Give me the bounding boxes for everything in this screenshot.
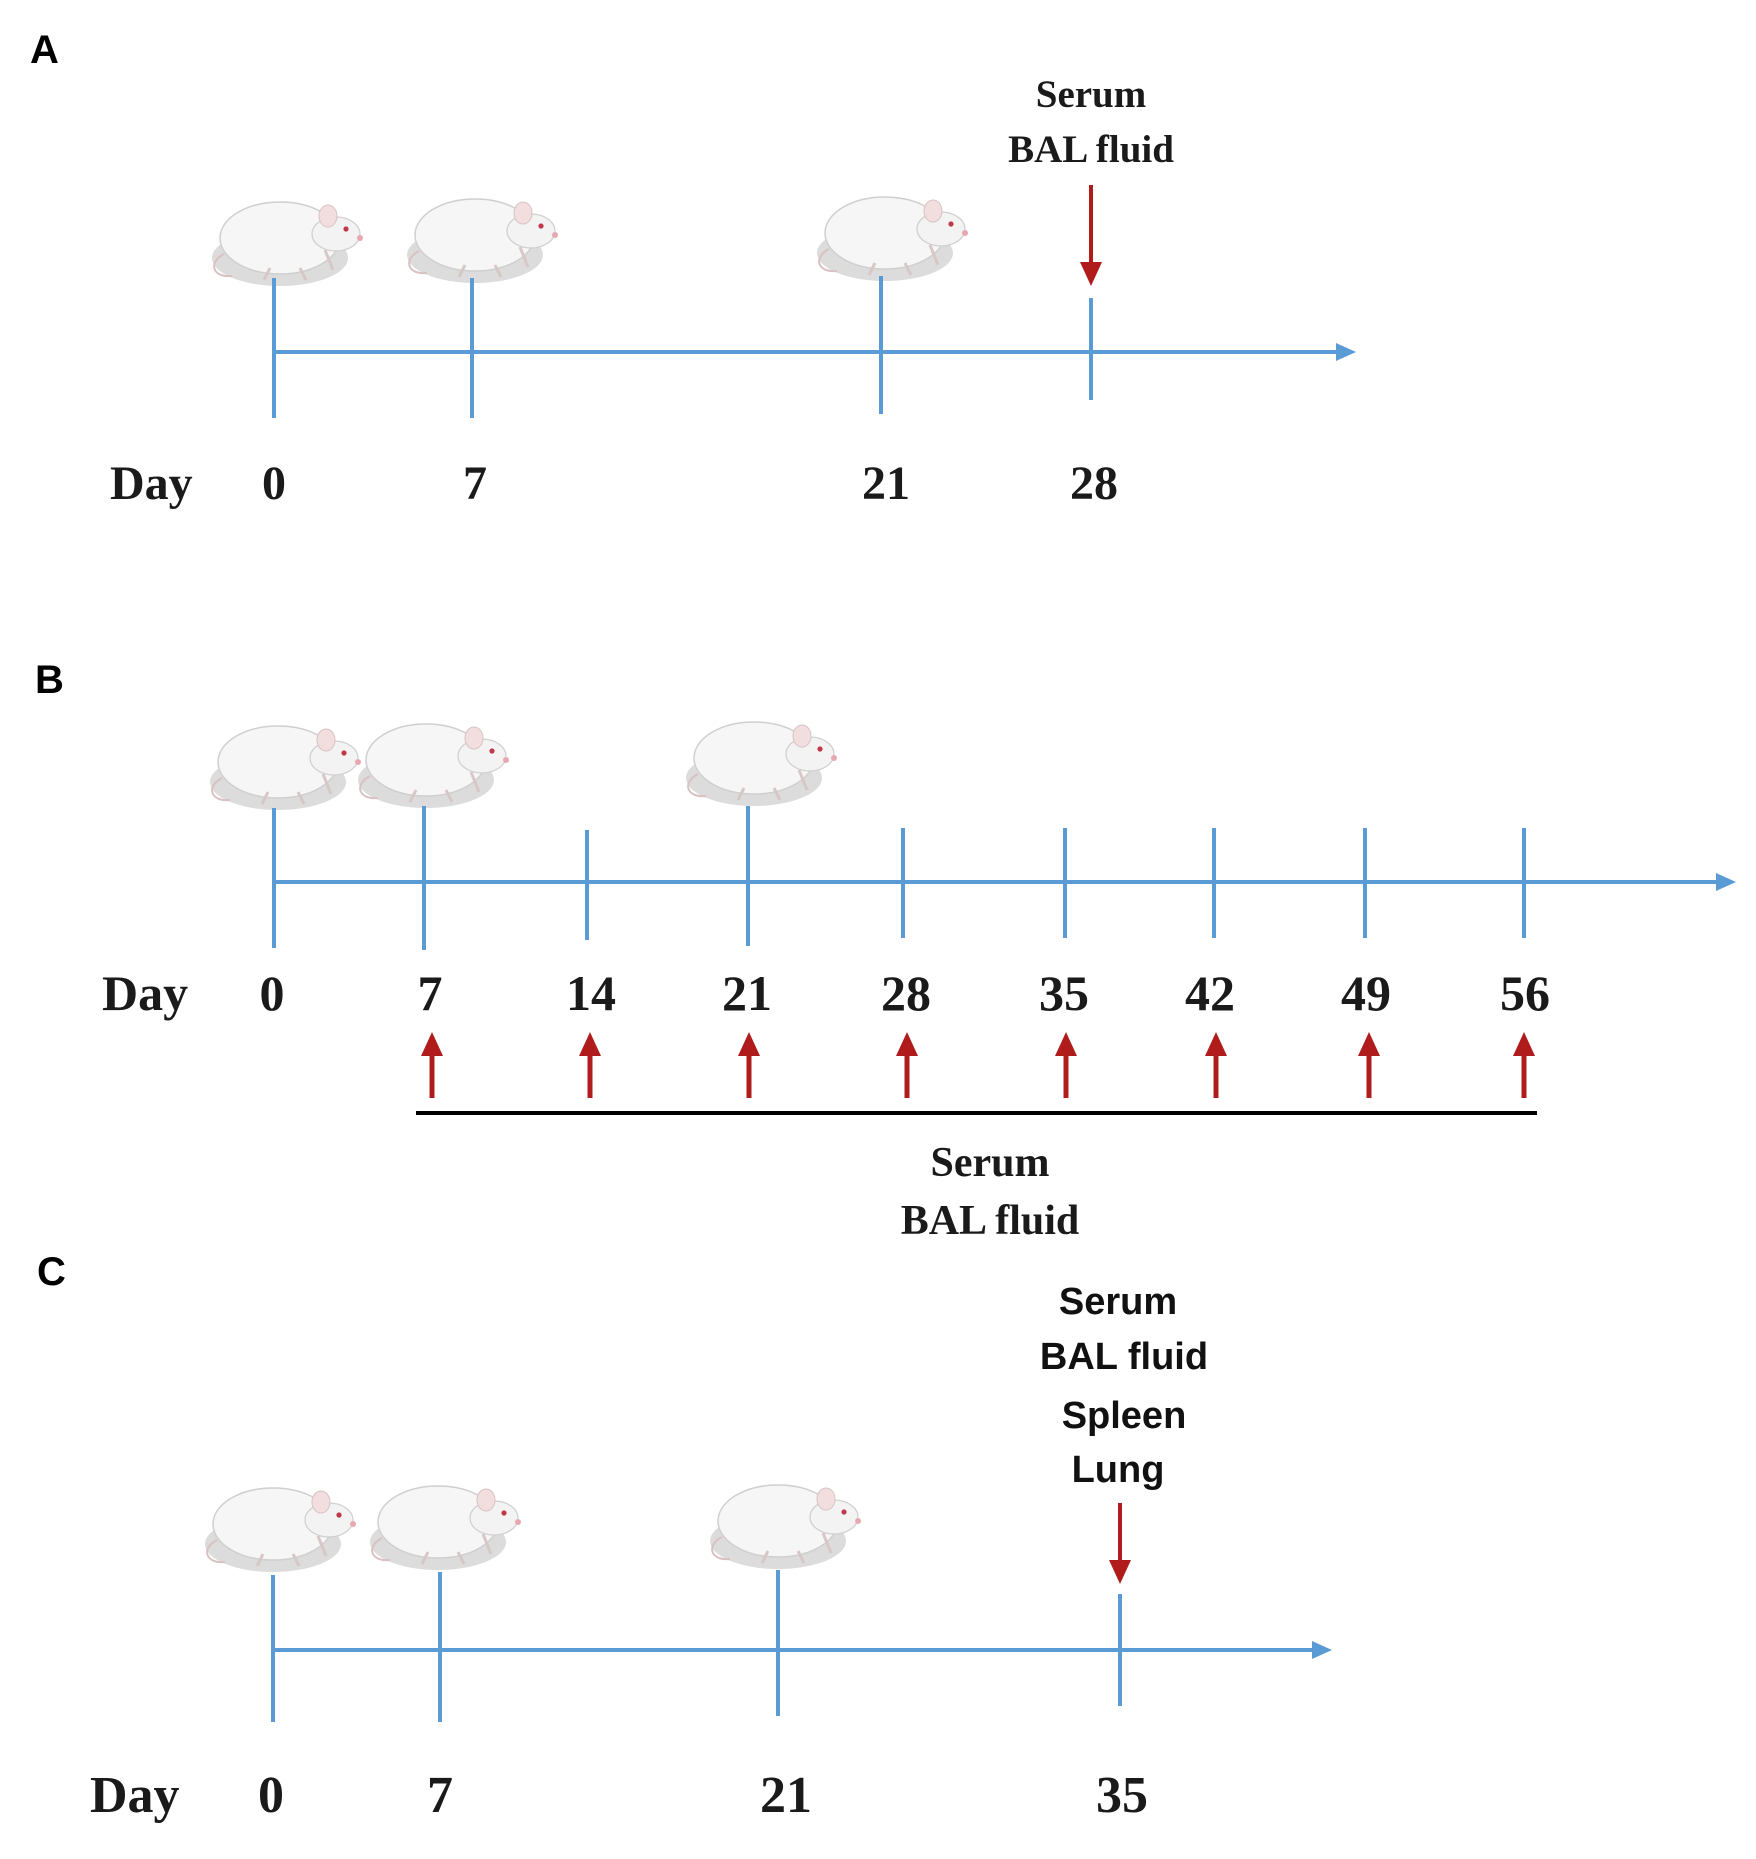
sampling-arrow-day-49 <box>1358 1032 1380 1098</box>
collection-label: Serum <box>1059 1281 1177 1323</box>
sampling-arrow-day-14 <box>579 1032 601 1098</box>
day-tick-label: 21 <box>862 457 910 510</box>
day-tick-label: 7 <box>463 457 487 510</box>
day-label: Day <box>102 965 188 1021</box>
day-tick-label: 49 <box>1341 965 1391 1021</box>
mouse-icon <box>210 200 365 288</box>
collection-label: Serum <box>1036 73 1147 116</box>
panel-c-letter: C <box>37 1250 66 1294</box>
sampling-arrow-day-42 <box>1205 1032 1227 1098</box>
timeline-arrowhead <box>1716 873 1736 891</box>
day-tick-label: 35 <box>1039 965 1089 1021</box>
timeline-axis-b <box>272 806 1720 950</box>
mouse-icon <box>368 1484 523 1572</box>
day-tick-label: 7 <box>418 965 443 1021</box>
day-tick-label: 56 <box>1500 965 1550 1021</box>
mouse-icon <box>208 724 363 812</box>
day-tick-label: 0 <box>258 1767 284 1824</box>
collection-label: Serum <box>931 1140 1050 1186</box>
day-tick-label: 28 <box>1070 457 1118 510</box>
sampling-arrow-day-21 <box>738 1032 760 1098</box>
day-tick-label: 21 <box>722 965 772 1021</box>
sampling-arrow-day-35 <box>1055 1032 1077 1098</box>
sampling-arrow-day-56 <box>1513 1032 1535 1098</box>
day-tick-label: 21 <box>760 1767 812 1824</box>
day-tick-label: 28 <box>881 965 931 1021</box>
day-tick-label: 42 <box>1185 965 1235 1021</box>
mouse-icon <box>815 195 970 283</box>
day-tick-label: 35 <box>1096 1767 1148 1824</box>
day-tick-label: 0 <box>260 965 285 1021</box>
day-label: Day <box>110 457 193 510</box>
mouse-icon <box>405 197 560 285</box>
timeline-axis-a <box>272 276 1340 418</box>
timeline-arrowhead <box>1312 1641 1332 1659</box>
collection-label: BAL fluid <box>1008 128 1174 171</box>
collection-arrow-c <box>1109 1503 1131 1584</box>
collection-label: BAL fluid <box>901 1198 1080 1244</box>
sampling-arrow-day-28 <box>896 1032 918 1098</box>
collection-label: BAL fluid <box>1040 1336 1208 1378</box>
day-tick-label: 7 <box>427 1767 453 1824</box>
mouse-icon <box>203 1486 358 1574</box>
panel-a: A Serum BAL fluid Day 0 7 21 28 <box>30 28 1356 510</box>
day-tick-label: 14 <box>566 965 616 1021</box>
collection-label: Lung <box>1072 1449 1165 1491</box>
panel-b-letter: B <box>35 658 64 702</box>
mouse-icon <box>708 1483 863 1571</box>
collection-arrow-a <box>1080 185 1102 286</box>
day-tick-label: 0 <box>262 457 286 510</box>
mouse-icon <box>356 722 511 810</box>
panel-b: B Day 0 7 14 21 28 35 42 49 56 <box>35 658 1736 1244</box>
panel-a-letter: A <box>30 28 59 72</box>
collection-label: Spleen <box>1062 1395 1187 1437</box>
timeline-axis-c <box>271 1570 1316 1722</box>
sampling-arrows-b <box>421 1032 1535 1098</box>
mouse-icon <box>684 720 839 808</box>
sampling-arrow-day-7 <box>421 1032 443 1098</box>
day-label: Day <box>90 1767 180 1824</box>
timeline-arrowhead <box>1336 343 1356 361</box>
panel-c: C Serum BAL fluid Spleen Lung Day 0 7 21… <box>37 1250 1332 1824</box>
